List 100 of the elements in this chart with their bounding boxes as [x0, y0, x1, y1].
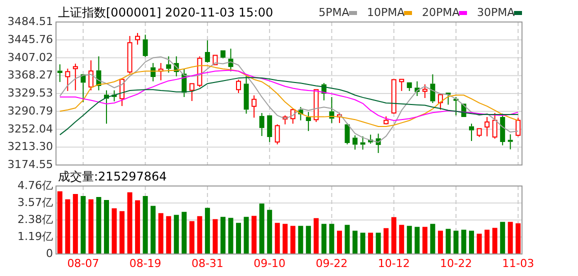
y-tick-label: 3252.04 [8, 122, 53, 136]
bar [104, 200, 109, 254]
bar [135, 200, 140, 254]
bar [368, 232, 374, 254]
x-tick-label: 09-10 [254, 257, 286, 270]
bar [384, 228, 389, 254]
y-tick-label: 3.57亿 [18, 196, 53, 210]
candlestick [189, 83, 194, 102]
candlestick [259, 112, 264, 137]
bar [461, 230, 466, 254]
candlestick [135, 32, 140, 46]
bar [267, 210, 272, 254]
y-tick-label: 3484.51 [8, 15, 53, 28]
y-tick-label: 1.19亿 [18, 230, 53, 244]
bar [57, 191, 62, 254]
bar [438, 230, 443, 254]
legend-label: 20PMA [422, 6, 460, 20]
y-tick-label: 3329.53 [8, 86, 53, 100]
x-tick-label: 08-07 [67, 257, 100, 270]
bar [516, 223, 521, 254]
x-tick-label: 10-22 [440, 257, 472, 270]
chart-title: 上证指数[000001] 2020-11-03 15:00 [58, 5, 274, 20]
bar [376, 232, 381, 254]
bar [88, 199, 94, 254]
bar [274, 222, 280, 254]
candlestick [469, 123, 474, 142]
bar [422, 226, 428, 254]
bar [182, 212, 187, 254]
y-tick-label: 3213.30 [8, 140, 53, 154]
bar [174, 214, 179, 254]
x-tick-label: 08-31 [191, 257, 224, 270]
bar [112, 208, 117, 254]
bar [72, 194, 78, 254]
y-tick-label: 0 [46, 247, 53, 260]
bar [336, 230, 342, 254]
bar [406, 226, 412, 254]
bar [453, 230, 458, 254]
bar [500, 222, 506, 254]
bar [166, 216, 172, 254]
bar [306, 226, 311, 254]
bar [252, 216, 257, 254]
bar [290, 226, 296, 254]
bar [150, 206, 156, 254]
candlestick [142, 34, 148, 58]
y-tick-label: 3174.55 [8, 158, 53, 172]
bar [430, 224, 436, 254]
candlestick [267, 115, 272, 142]
legend-label: 5PMA [318, 6, 350, 20]
candlestick [508, 134, 513, 150]
bar [228, 218, 234, 254]
y-tick-label: 3290.79 [8, 104, 53, 118]
bar [244, 216, 249, 254]
legend-label: 30PMA [477, 6, 516, 20]
chart-title: 成交量:215297864 [58, 169, 167, 184]
bar [212, 219, 218, 254]
bar [204, 208, 210, 254]
bar [127, 192, 132, 254]
bar [476, 234, 482, 254]
bar [197, 216, 202, 254]
bar [259, 204, 264, 254]
bar [189, 221, 194, 254]
candlestick [399, 78, 404, 92]
bar [391, 217, 396, 254]
bar [492, 228, 498, 254]
bar [446, 228, 451, 254]
bar [360, 232, 366, 254]
bar [96, 197, 102, 254]
bar [120, 211, 125, 254]
bar [484, 230, 490, 254]
bar [414, 226, 420, 254]
bar [321, 224, 326, 254]
y-tick-label: 3407.02 [8, 50, 53, 64]
bar [508, 222, 513, 254]
y-tick-label: 4.76亿 [18, 179, 53, 192]
x-tick-label: 08-19 [129, 257, 162, 270]
candlestick [484, 116, 490, 137]
y-tick-label: 3445.76 [8, 32, 53, 46]
bar [282, 224, 288, 254]
x-tick-label: 09-22 [316, 257, 348, 270]
bar [399, 224, 404, 254]
bar [65, 199, 70, 254]
legend-label: 10PMA [367, 6, 406, 20]
bar [236, 222, 242, 254]
x-tick-label: 11-03 [502, 257, 534, 270]
bar [352, 230, 358, 254]
y-tick-label: 2.38亿 [18, 213, 53, 226]
x-tick-label: 10-12 [378, 257, 410, 270]
candlestick [406, 82, 412, 92]
candlestick [57, 64, 62, 82]
bar [469, 230, 474, 254]
y-tick-label: 3368.27 [8, 68, 53, 82]
bar [142, 196, 148, 254]
bar [329, 224, 334, 254]
candlestick [220, 50, 226, 58]
bar [298, 226, 304, 254]
bar [80, 196, 86, 254]
bar [158, 213, 164, 254]
bar [344, 224, 350, 254]
bar [220, 216, 226, 254]
bar [314, 218, 319, 254]
